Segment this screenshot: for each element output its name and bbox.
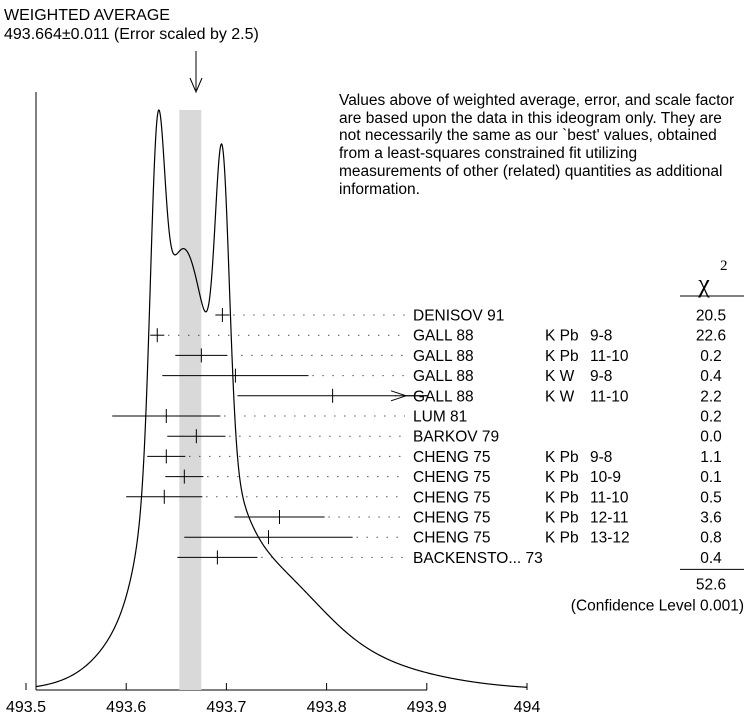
ideogram-curve	[35, 109, 528, 688]
measurement-row: GALL 88 K W 11-10 2.2	[237, 388, 722, 405]
measurement-transition: 13-12	[590, 530, 630, 547]
chi-squared-value: 22.6	[696, 328, 726, 345]
measurement-row: GALL 88 K W 9-8 0.4	[162, 368, 722, 385]
measurement-target: K Pb	[545, 530, 579, 547]
measurement-transition: 10-9	[590, 469, 621, 486]
weighted-average-band	[179, 110, 202, 690]
measurement-transition: 11-10	[590, 388, 629, 405]
x-tick-label: 493.8	[307, 699, 347, 716]
measurement-name: LUM 81	[413, 409, 467, 426]
measurement-target: K Pb	[545, 449, 579, 466]
chi-squared-value: 0.4	[700, 550, 722, 567]
measurement-transition: 11-10	[590, 348, 629, 365]
measurement-target: K Pb	[545, 489, 579, 506]
measurement-name: BARKOV 79	[413, 429, 499, 446]
measurement-name: GALL 88	[413, 388, 474, 405]
measurement-name: CHENG 75	[413, 469, 491, 486]
measurement-name: CHENG 75	[413, 449, 491, 466]
chi-squared-value: 0.2	[700, 409, 722, 426]
chi-squared-value: 0.8	[700, 530, 722, 547]
measurement-row: GALL 88 K Pb 9-8 22.6	[150, 328, 726, 345]
chi-squared-symbol: χ	[697, 269, 710, 298]
measurement-row: CHENG 75 K Pb 11-10 0.5	[126, 489, 722, 506]
measurement-transition: 9-8	[590, 449, 612, 466]
x-tick-label: 493.7	[206, 699, 246, 716]
chi-squared-value: 0.5	[700, 489, 722, 506]
measurement-row: DENISOV 91 20.5	[215, 308, 726, 325]
chi-squared-value: 0.2	[700, 348, 722, 365]
measurement-transition: 9-8	[590, 328, 612, 345]
measurement-target: K W	[545, 368, 575, 385]
measurement-name: GALL 88	[413, 348, 474, 365]
measurement-target: K W	[545, 388, 575, 405]
measurement-transition: 9-8	[590, 368, 612, 385]
measurement-transition: 12-11	[590, 510, 629, 527]
chi-squared-value: 3.6	[700, 510, 722, 527]
measurement-name: GALL 88	[413, 368, 474, 385]
x-tick-label: 493.9	[407, 699, 447, 716]
chi-squared-value: 1.1	[700, 449, 722, 466]
measurement-row: CHENG 75 K Pb 12-11 3.6	[234, 510, 722, 527]
measurement-row: CHENG 75 K Pb 10-9 0.1	[165, 469, 722, 486]
chi-squared-power: 2	[720, 258, 728, 274]
confidence-level: (Confidence Level 0.001)	[571, 597, 744, 614]
chi-squared-total: 52.6	[696, 576, 726, 593]
explanatory-note: Values above of weighted average, error,…	[339, 92, 735, 198]
x-tick-label: 494	[514, 699, 541, 716]
x-tick-label: 493.6	[106, 699, 146, 716]
measurement-row: LUM 81 0.2	[112, 409, 722, 426]
measurement-name: BACKENSTO... 73	[413, 550, 543, 567]
chi-squared-value: 0.4	[700, 368, 722, 385]
measurement-target: K Pb	[545, 510, 579, 527]
chi-squared-value: 0.0	[700, 429, 722, 446]
measurement-name: CHENG 75	[413, 510, 491, 527]
weighted-average-title: WEIGHTED AVERAGE	[4, 7, 170, 24]
measurement-target: K Pb	[545, 348, 579, 365]
x-tick-label: 493.5	[6, 699, 46, 716]
out-of-range-arrow	[390, 390, 408, 402]
measurement-name: GALL 88	[413, 328, 474, 345]
measurement-name: DENISOV 91	[413, 308, 504, 325]
weighted-average-value: 493.664±0.011 (Error scaled by 2.5)	[4, 26, 259, 43]
weighted-average-pointer	[189, 51, 203, 94]
measurement-row: CHENG 75 K Pb 13-12 0.8	[184, 530, 722, 547]
measurement-transition: 11-10	[590, 489, 629, 506]
measurement-name: CHENG 75	[413, 530, 491, 547]
chi-squared-value: 2.2	[700, 388, 722, 405]
measurement-row: BARKOV 79 0.0	[167, 429, 722, 446]
measurement-name: CHENG 75	[413, 489, 491, 506]
chi-squared-value: 0.1	[700, 469, 722, 486]
measurement-row: CHENG 75 K Pb 9-8 1.1	[147, 449, 722, 466]
measurement-target: K Pb	[545, 328, 579, 345]
chi-squared-value: 20.5	[696, 308, 726, 325]
measurement-target: K Pb	[545, 469, 579, 486]
measurement-row: BACKENSTO... 73 0.4	[177, 550, 722, 567]
measurement-row: GALL 88 K Pb 11-10 0.2	[175, 348, 722, 365]
